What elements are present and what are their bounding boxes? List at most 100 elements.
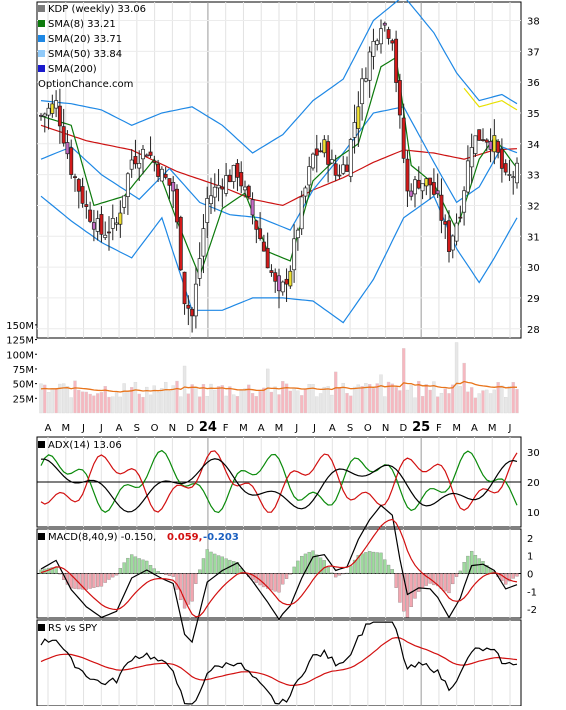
rs-legend-swatch — [38, 624, 45, 631]
macd-histogram-bar — [410, 574, 413, 607]
volume-bar — [278, 394, 281, 413]
candle-body — [240, 172, 243, 186]
volume-bar — [194, 387, 197, 413]
candle-body — [202, 229, 205, 257]
adx-title: ADX(14) 13.06 — [48, 440, 122, 451]
candle-body — [92, 223, 95, 230]
volume-bar — [274, 387, 277, 413]
candle-body — [251, 200, 254, 215]
candle-body — [221, 187, 224, 189]
candle-body — [168, 179, 171, 186]
volume-bar — [176, 381, 179, 413]
volume-bar — [383, 397, 386, 413]
candle-body — [270, 271, 273, 273]
macd-legend-swatch — [38, 533, 45, 540]
macd-histogram-bar — [225, 559, 228, 574]
macd-histogram-bar — [104, 574, 107, 583]
volume-bar — [115, 393, 118, 413]
candle-body — [243, 187, 246, 190]
volume-bar — [259, 391, 262, 413]
candle-body — [232, 165, 235, 181]
volume-bar — [89, 394, 92, 413]
volume-bar — [160, 388, 163, 413]
x-tick-label: M — [275, 423, 284, 434]
macd-histogram-bar — [74, 574, 77, 589]
macd-histogram-bar — [463, 562, 466, 573]
volume-bar — [168, 391, 171, 413]
volume-bar — [489, 393, 492, 413]
volume-bar — [228, 387, 231, 413]
candle-body — [463, 191, 466, 212]
macd-histogram-bar — [89, 574, 92, 589]
candle-body — [383, 23, 386, 25]
candle-body — [70, 148, 73, 175]
volume-bar — [262, 388, 265, 413]
macd-histogram-bar — [194, 574, 197, 584]
y-tick-label: 29 — [527, 294, 540, 305]
candle-body — [55, 101, 58, 109]
volume-bar — [164, 382, 167, 413]
volume-bar — [361, 386, 364, 413]
macd-histogram-bar — [179, 574, 182, 600]
volume-bar — [372, 388, 375, 413]
candle-body — [266, 248, 269, 268]
x-tick-label: A — [471, 423, 478, 434]
x-tick-label: M — [452, 423, 461, 434]
candle-body — [73, 177, 76, 178]
volume-bar — [414, 398, 417, 413]
x-tick-label: 25 — [412, 420, 430, 435]
candle-body — [141, 149, 144, 159]
adx-legend-swatch — [38, 441, 45, 448]
candle-body — [436, 191, 439, 194]
candle-body — [395, 39, 398, 82]
candle-body — [353, 122, 356, 137]
volume-bar — [376, 384, 379, 413]
volume-bar — [100, 392, 103, 413]
candle-body — [115, 223, 118, 224]
candle-body — [493, 135, 496, 151]
adx-tick-label: 20 — [527, 478, 540, 489]
candle-body — [497, 141, 500, 152]
macd-histogram-bar — [338, 574, 341, 576]
candle-body — [77, 179, 80, 191]
x-tick-label: O — [364, 423, 372, 434]
adx-tick-label: 30 — [527, 448, 540, 459]
candle-body — [345, 165, 348, 172]
candle-body — [372, 41, 375, 56]
x-tick-label: F — [436, 423, 442, 434]
x-tick-label: A — [258, 423, 265, 434]
volume-bar — [225, 396, 228, 413]
candle-body — [183, 272, 186, 304]
volume-bar — [221, 385, 224, 413]
candle-body — [285, 279, 288, 284]
volume-bar — [293, 388, 296, 413]
macd-histogram-bar — [191, 574, 194, 602]
volume-bar — [500, 386, 503, 413]
candle-body — [398, 80, 401, 115]
candle-body — [387, 30, 390, 39]
volume-bar — [334, 372, 337, 413]
volume-bar — [421, 396, 424, 413]
macd-histogram-bar — [130, 555, 133, 574]
macd-histogram-bar — [364, 552, 367, 573]
candle-body — [217, 185, 220, 188]
candle-body — [247, 186, 250, 196]
candle-body — [327, 142, 330, 165]
volume-bar — [508, 386, 511, 413]
candle-body — [104, 235, 107, 237]
volume-bar — [266, 369, 269, 413]
x-tick-label: A — [329, 423, 336, 434]
candle-body — [225, 176, 228, 194]
candle-body — [289, 271, 292, 286]
macd-histogram-bar — [172, 574, 175, 577]
x-tick-label: J — [81, 423, 85, 434]
macd-histogram-bar — [213, 554, 216, 574]
macd-histogram-bar — [100, 574, 103, 587]
volume-bar — [296, 391, 299, 413]
volume-bar — [395, 387, 398, 413]
macd-histogram-bar — [168, 574, 171, 576]
candle-body — [413, 180, 416, 194]
candle-body — [107, 232, 110, 233]
